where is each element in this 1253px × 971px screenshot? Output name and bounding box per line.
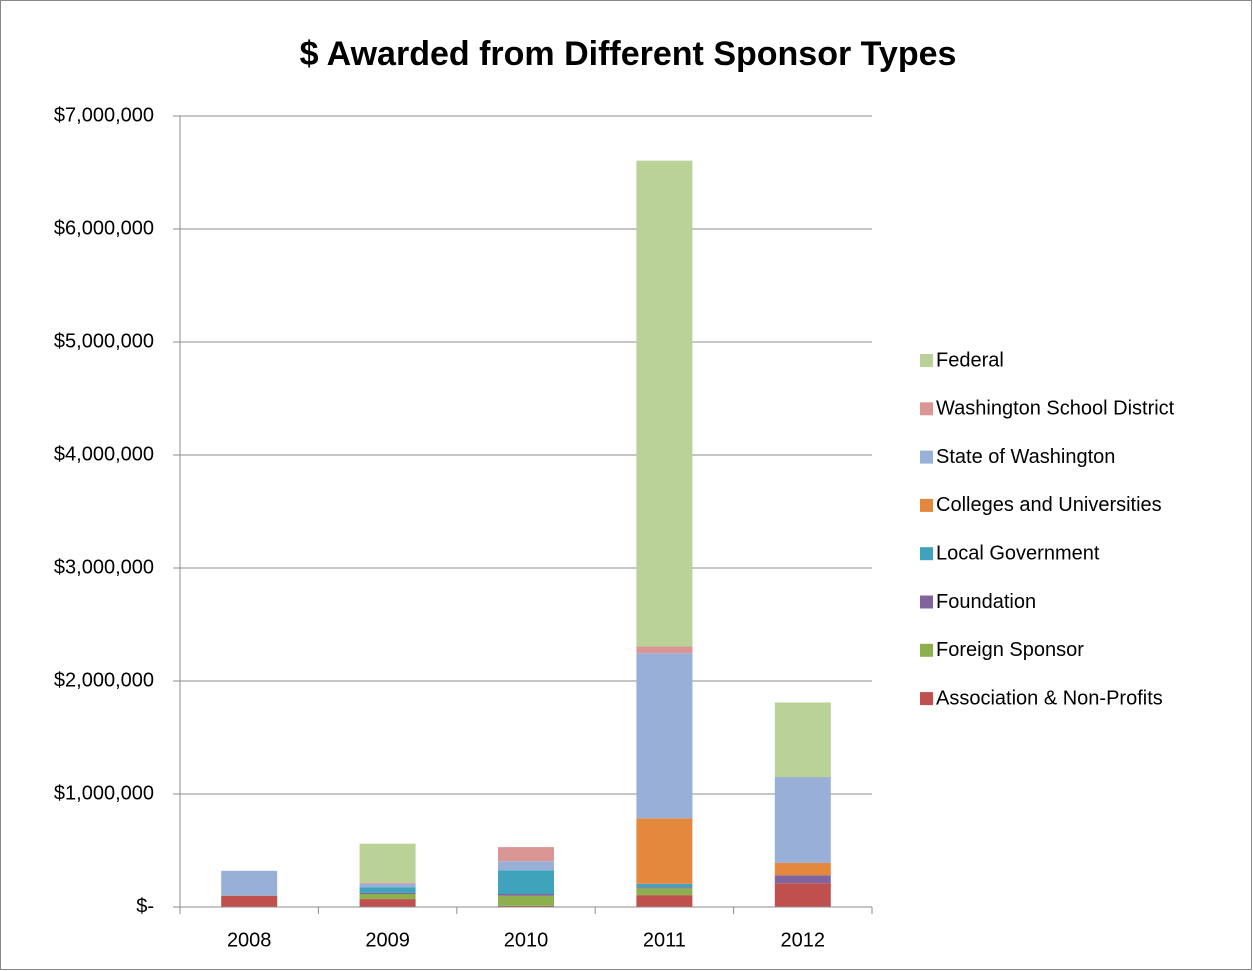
- bar-segment: [498, 861, 554, 871]
- y-tick-label: $-: [136, 895, 154, 917]
- y-tick-label: $2,000,000: [54, 669, 154, 691]
- bar-segment: [636, 887, 693, 889]
- legend-swatch: [920, 595, 933, 609]
- legend-swatch: [920, 354, 933, 367]
- x-tick-label: 2010: [504, 929, 549, 951]
- y-tick-label: $1,000,000: [54, 782, 154, 804]
- bar-segment: [359, 882, 416, 884]
- y-tick-label: $4,000,000: [54, 443, 154, 465]
- x-tick-label: 2009: [365, 929, 410, 951]
- bar-segment: [498, 847, 554, 862]
- bar-segment: [221, 895, 278, 907]
- bar-segment: [636, 653, 693, 819]
- legend-swatch: [920, 498, 933, 512]
- bar-segment: [359, 843, 416, 883]
- legend-label: Foundation: [936, 591, 1036, 613]
- bar-segment: [774, 862, 831, 876]
- legend-swatch: [920, 692, 933, 706]
- bar-segment: [498, 895, 554, 906]
- legend-swatch: [920, 450, 933, 464]
- legend-label: Federal: [936, 349, 1004, 371]
- bar-segment: [498, 905, 554, 907]
- bar-segment: [636, 888, 693, 896]
- bar-segment: [774, 702, 831, 778]
- x-tick-label: 2008: [227, 929, 272, 951]
- bar-segment: [636, 646, 693, 654]
- legend-label: Washington School District: [936, 398, 1175, 420]
- legend-label: Colleges and Universities: [936, 494, 1162, 516]
- legend-label: Foreign Sponsor: [936, 639, 1084, 661]
- bar-segment: [636, 160, 693, 647]
- legend-swatch: [920, 643, 933, 657]
- bar-segment: [774, 883, 831, 907]
- bar-segment: [636, 883, 693, 888]
- bar-segment: [636, 818, 693, 884]
- bar-segment: [359, 899, 416, 907]
- chart-title: $ Awarded from Different Sponsor Types: [300, 35, 957, 73]
- bar-segment: [359, 887, 416, 893]
- y-tick-label: $7,000,000: [54, 104, 154, 126]
- legend-swatch: [920, 402, 933, 416]
- bar-segment: [498, 894, 554, 896]
- y-tick-label: $6,000,000: [54, 217, 154, 239]
- bar-segment: [774, 777, 831, 863]
- bar-segment: [359, 892, 416, 895]
- legend-label: Association & Non-Profits: [936, 687, 1163, 709]
- legend-label: State of Washington: [936, 446, 1115, 468]
- bar-segment: [359, 894, 416, 900]
- y-tick-label: $5,000,000: [54, 330, 154, 352]
- bar-segment: [221, 870, 278, 896]
- bar-segment: [359, 883, 416, 888]
- bar-segment: [498, 870, 554, 895]
- x-tick-label: 2012: [781, 929, 826, 951]
- x-tick-label: 2011: [643, 929, 686, 951]
- bar-segment: [636, 895, 693, 907]
- y-tick-label: $3,000,000: [54, 556, 154, 578]
- legend-swatch: [920, 547, 933, 561]
- bar-segment: [774, 875, 831, 884]
- legend-label: Local Government: [936, 542, 1100, 564]
